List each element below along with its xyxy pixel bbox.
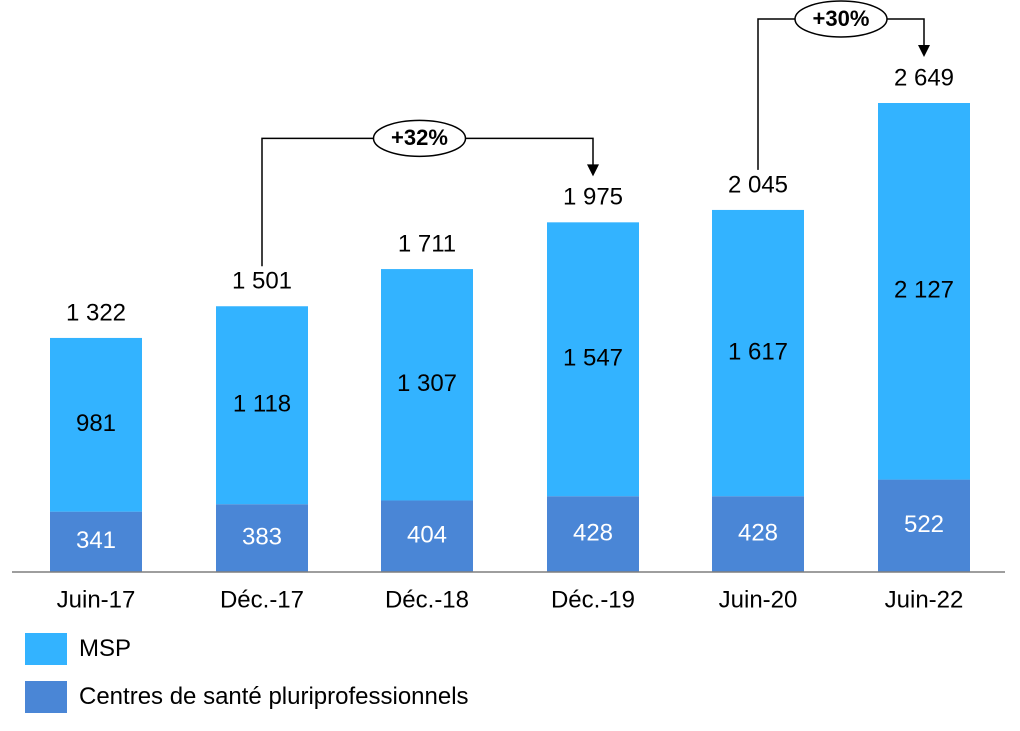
bar-centres-juin-20 [712,496,804,572]
growth-annotation-2-ellipse [794,0,888,38]
bar-centres-dec-19 [547,496,639,572]
bar-centres-juin-17 [50,511,142,572]
total-label-juin-20: 2 045 [728,171,788,198]
bar-msp-juin-20 [712,209,804,497]
bar-label-centres-dec-18: 404 [407,522,447,549]
bar-centres-dec-18 [381,500,473,572]
bar-msp-dec-17 [216,306,308,505]
x-tick-label-dec-19: Déc.-19 [551,586,635,613]
legend-label-msp: MSP [79,635,132,662]
bar-label-centres-juin-22: 522 [904,511,944,538]
bar-label-msp-dec-17: 1 118 [233,391,291,418]
bar-label-msp-juin-20: 1 617 [728,338,788,365]
legend-label-centres: Centres de santé pluriprofessionnels [79,683,469,710]
x-tick-label-dec-17: Déc.-17 [220,586,304,613]
x-tick-label-juin-22: Juin-22 [885,586,964,613]
x-tick-label-dec-18: Déc.-18 [385,586,469,613]
total-label-dec-17: 1 501 [232,268,292,295]
bar-msp-dec-18 [381,269,473,501]
growth-annotation-2-label: +30% [813,6,870,31]
x-tick-label-juin-20: Juin-20 [719,586,798,613]
legend-swatch-centres [25,681,67,713]
bar-label-centres-dec-17: 383 [242,523,282,550]
bar-label-msp-juin-17: 981 [76,410,116,437]
bar-msp-dec-19 [547,222,639,497]
growth-annotation-1-arrowhead [587,164,599,177]
total-label-juin-17: 1 322 [66,299,126,326]
legend-item-msp: MSP [25,632,625,666]
total-label-juin-22: 2 649 [894,64,954,91]
x-tick-label-juin-17: Juin-17 [57,586,136,613]
bar-label-msp-juin-22: 2 127 [894,277,954,304]
growth-annotation-1-label: +32% [391,125,448,150]
growth-annotation-1-ellipse [372,119,467,158]
total-label-dec-18: 1 711 [398,230,456,257]
bar-centres-juin-22 [878,479,970,572]
total-label-dec-19: 1 975 [563,184,623,211]
bar-label-centres-juin-20: 428 [738,519,778,546]
bar-label-centres-juin-17: 341 [76,527,116,554]
bar-label-centres-dec-19: 428 [573,519,613,546]
legend-item-centres: Centres de santé pluriprofessionnels [25,680,625,714]
growth-annotation-2-arrowhead [918,45,930,57]
legend-swatch-msp [25,633,67,665]
bar-label-msp-dec-18: 1 307 [397,370,457,397]
bar-centres-dec-17 [216,504,308,572]
bar-msp-juin-22 [878,103,970,480]
bar-msp-juin-17 [50,337,142,512]
bar-label-msp-dec-19: 1 547 [563,345,623,372]
